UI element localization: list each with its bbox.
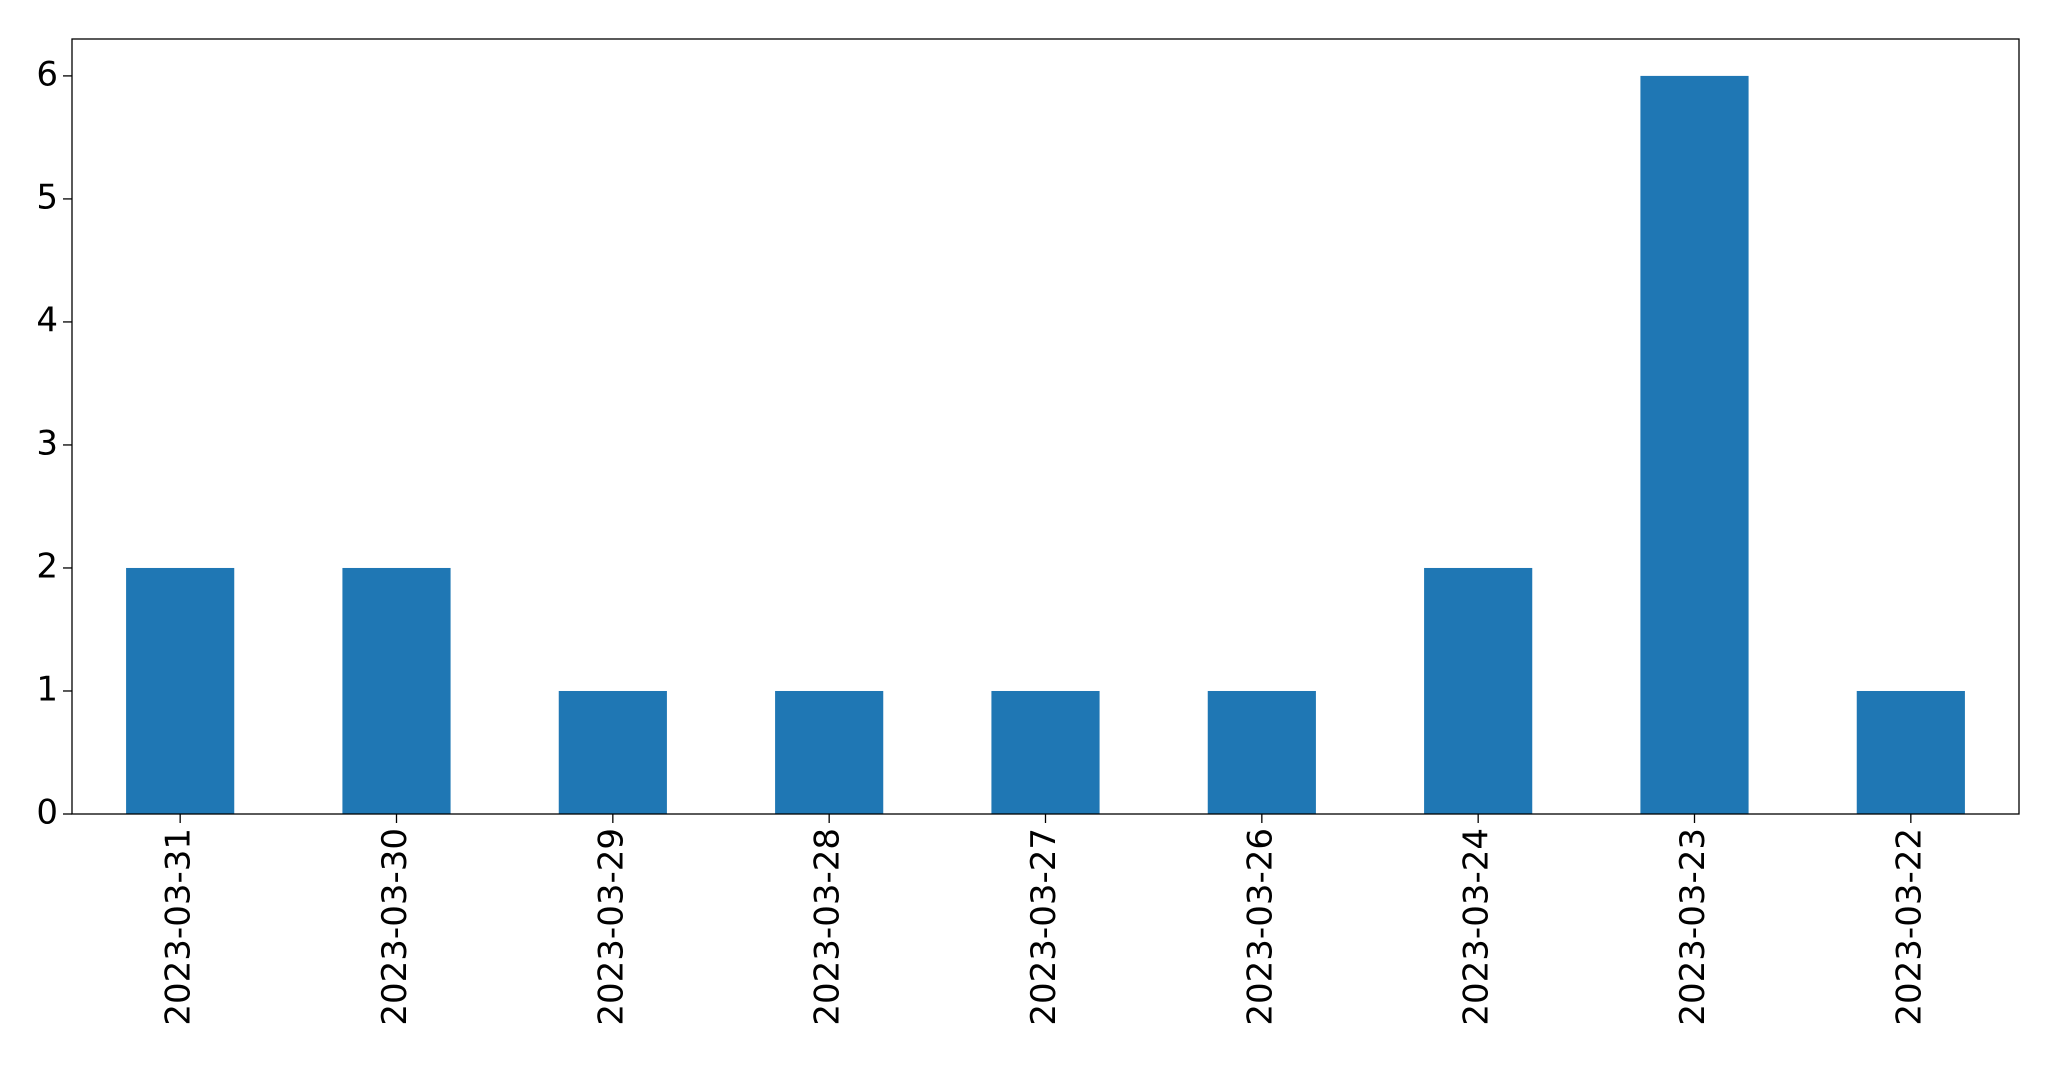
bar	[1640, 75, 1749, 814]
bar	[558, 690, 667, 814]
y-tick-label: 1	[36, 669, 58, 709]
x-tick-label: 2023-03-31	[159, 828, 199, 1026]
bar	[1424, 567, 1533, 814]
y-tick-label: 5	[36, 177, 58, 217]
bar	[342, 567, 451, 814]
y-tick-label: 4	[36, 300, 58, 340]
bar	[126, 567, 235, 814]
y-tick-label: 3	[36, 423, 58, 463]
x-tick-label: 2023-03-30	[375, 828, 415, 1026]
x-tick-label: 2023-03-29	[591, 828, 631, 1026]
bar	[1207, 690, 1316, 814]
x-tick-label: 2023-03-23	[1673, 828, 1713, 1026]
y-tick-label: 6	[36, 54, 58, 94]
x-tick-label: 2023-03-26	[1240, 828, 1280, 1026]
y-tick-label: 2	[36, 546, 58, 586]
plot-frame	[71, 38, 2020, 815]
bar	[775, 690, 884, 814]
x-tick-label: 2023-03-28	[808, 828, 848, 1026]
bar	[991, 690, 1100, 814]
y-tick-label: 0	[36, 793, 58, 833]
x-tick-label: 2023-03-27	[1024, 828, 1064, 1026]
bar	[1856, 690, 1965, 814]
x-tick-label: 2023-03-22	[1889, 828, 1929, 1026]
x-tick-label: 2023-03-24	[1457, 828, 1497, 1026]
